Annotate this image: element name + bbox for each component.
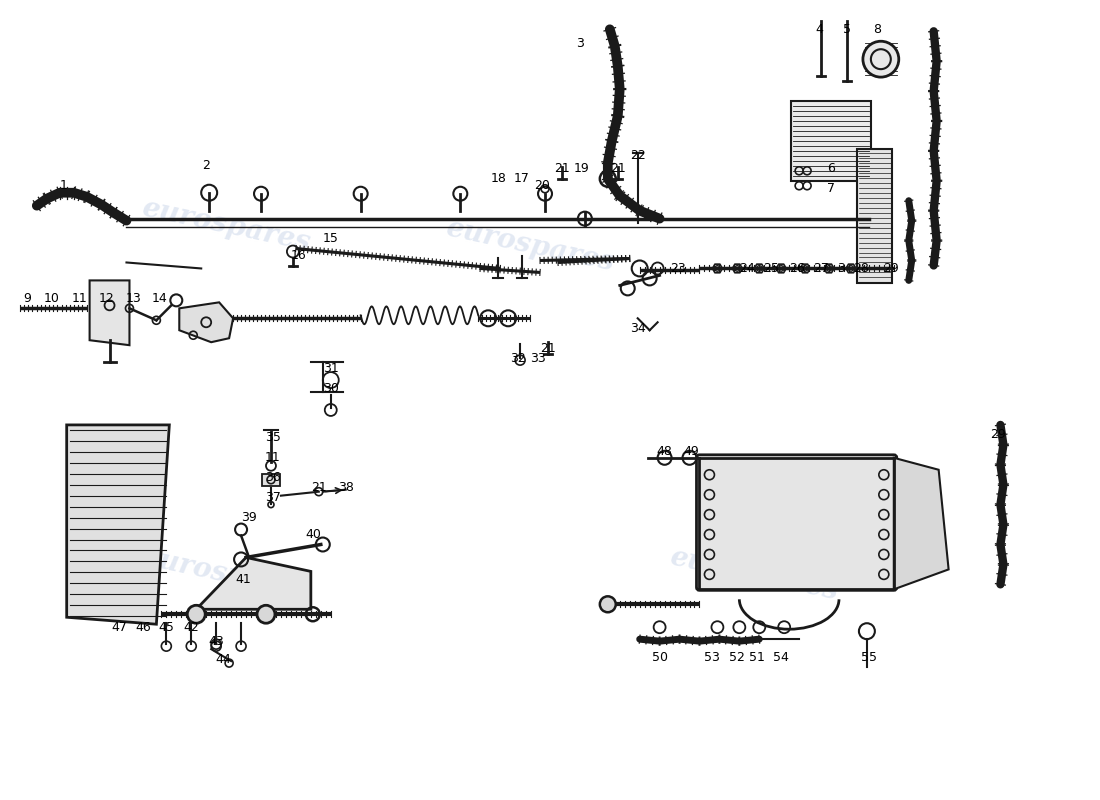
- Text: 43: 43: [208, 634, 224, 648]
- Text: 20: 20: [535, 179, 550, 192]
- Text: 3: 3: [837, 262, 845, 275]
- Text: 26: 26: [790, 262, 805, 275]
- Text: 31: 31: [323, 362, 339, 374]
- Text: 42: 42: [184, 621, 199, 634]
- Text: 38: 38: [338, 481, 353, 494]
- Text: 35: 35: [265, 431, 280, 444]
- Text: 22: 22: [630, 150, 646, 162]
- Text: 21: 21: [554, 162, 570, 175]
- Text: 33: 33: [530, 352, 546, 365]
- Text: 7: 7: [827, 182, 835, 195]
- Text: 5: 5: [843, 22, 851, 36]
- Text: 19: 19: [574, 162, 590, 175]
- Text: 32: 32: [510, 352, 526, 365]
- Polygon shape: [67, 425, 169, 624]
- Text: 54: 54: [773, 650, 789, 664]
- Text: 29: 29: [991, 428, 1006, 442]
- Text: 41: 41: [235, 573, 251, 586]
- Text: eurospares: eurospares: [443, 214, 617, 277]
- Text: 30: 30: [322, 382, 339, 394]
- Text: 27: 27: [813, 262, 829, 275]
- Text: 29: 29: [883, 262, 899, 275]
- Text: 8: 8: [873, 22, 881, 36]
- Polygon shape: [894, 458, 948, 590]
- Text: 49: 49: [683, 446, 700, 458]
- Text: 11: 11: [265, 451, 280, 464]
- Text: 28: 28: [852, 262, 869, 275]
- Circle shape: [600, 596, 616, 612]
- Circle shape: [187, 606, 206, 623]
- Text: 23: 23: [670, 262, 685, 275]
- Text: 44: 44: [216, 653, 231, 666]
- Circle shape: [257, 606, 275, 623]
- Text: 18: 18: [491, 172, 506, 186]
- Text: eurospares: eurospares: [140, 543, 312, 606]
- Text: 52: 52: [729, 650, 746, 664]
- Text: 16: 16: [292, 249, 307, 262]
- Text: 2: 2: [202, 159, 210, 172]
- Text: 21: 21: [311, 481, 327, 494]
- Text: 40: 40: [305, 528, 321, 541]
- Text: 4: 4: [815, 22, 823, 36]
- Text: 15: 15: [322, 232, 339, 245]
- Bar: [262, 474, 279, 486]
- Text: 24: 24: [739, 262, 756, 275]
- Text: 6: 6: [827, 162, 835, 175]
- Text: 9: 9: [23, 292, 31, 305]
- Text: 55: 55: [861, 650, 877, 664]
- Bar: [857, 149, 892, 283]
- Text: 37: 37: [265, 491, 280, 504]
- Text: 3: 3: [576, 37, 584, 50]
- Text: 48: 48: [657, 446, 672, 458]
- Text: 17: 17: [514, 172, 530, 186]
- Text: 1: 1: [59, 179, 67, 192]
- Text: 50: 50: [651, 650, 668, 664]
- Text: 25: 25: [763, 262, 779, 275]
- Text: 45: 45: [158, 621, 174, 634]
- Text: 53: 53: [704, 650, 719, 664]
- Text: 10: 10: [44, 292, 59, 305]
- Text: 14: 14: [152, 292, 167, 305]
- Text: eurospares: eurospares: [140, 194, 312, 257]
- Text: 21: 21: [540, 342, 556, 354]
- Text: 11: 11: [72, 292, 88, 305]
- Text: 21: 21: [609, 162, 626, 175]
- Text: 34: 34: [630, 322, 646, 334]
- Bar: [791, 101, 871, 181]
- Text: 13: 13: [125, 292, 141, 305]
- Text: 51: 51: [749, 650, 766, 664]
- Text: 36: 36: [265, 471, 280, 484]
- Polygon shape: [196, 558, 311, 610]
- Polygon shape: [89, 281, 130, 345]
- FancyBboxPatch shape: [696, 455, 896, 590]
- Text: 12: 12: [99, 292, 114, 305]
- Circle shape: [862, 42, 899, 77]
- Text: 46: 46: [135, 621, 152, 634]
- Text: eurospares: eurospares: [668, 543, 842, 606]
- Text: 47: 47: [111, 621, 128, 634]
- Polygon shape: [179, 302, 233, 342]
- Text: 39: 39: [241, 511, 257, 524]
